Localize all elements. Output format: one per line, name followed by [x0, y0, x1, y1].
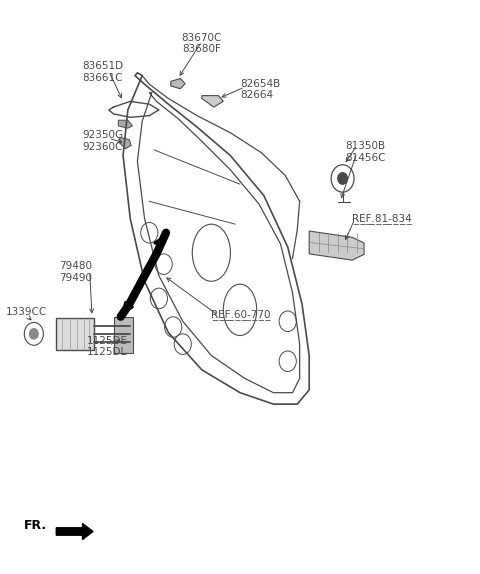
- Text: R̲E̲F̲.̲6̲0̲-̲7̲7̲0̲: R̲E̲F̲.̲6̲0̲-̲7̲7̲0̲: [211, 309, 271, 320]
- Text: FR.: FR.: [24, 519, 48, 532]
- Polygon shape: [202, 96, 223, 107]
- Text: 79480
79490: 79480 79490: [59, 261, 92, 283]
- Polygon shape: [120, 137, 131, 149]
- Text: 1125DE
1125DL: 1125DE 1125DL: [87, 336, 128, 357]
- Text: 83670C
83680F: 83670C 83680F: [181, 33, 222, 55]
- FancyArrow shape: [56, 523, 93, 540]
- Text: 83651D
83661C: 83651D 83661C: [83, 61, 124, 83]
- Polygon shape: [118, 120, 132, 128]
- Text: 81350B
81456C: 81350B 81456C: [345, 141, 385, 163]
- Polygon shape: [309, 231, 364, 260]
- Polygon shape: [56, 319, 95, 350]
- Text: 82654B
82664: 82654B 82664: [240, 79, 280, 100]
- Circle shape: [338, 173, 348, 184]
- Text: 1339CC: 1339CC: [6, 307, 48, 317]
- Text: 92350G
92360C: 92350G 92360C: [83, 130, 124, 152]
- Circle shape: [30, 329, 38, 339]
- Polygon shape: [114, 317, 132, 352]
- Text: R̲E̲F̲.̲8̲1̲-̲8̲3̲4̲: R̲E̲F̲.̲8̲1̲-̲8̲3̲4̲: [352, 213, 412, 224]
- Polygon shape: [171, 79, 185, 89]
